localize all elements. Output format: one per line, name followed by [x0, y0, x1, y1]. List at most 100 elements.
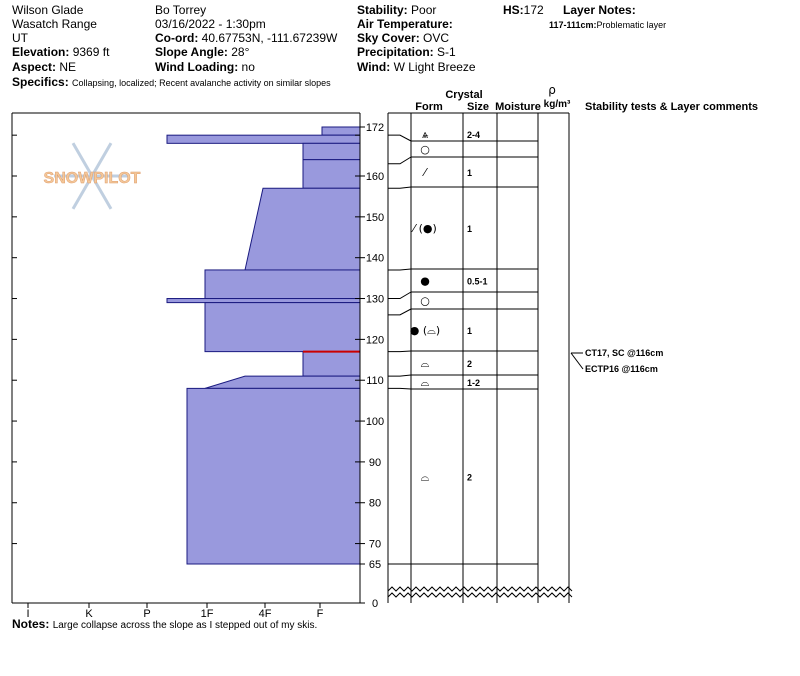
crystal-form: ⌓	[421, 471, 430, 484]
sky-value: OVC	[423, 31, 450, 45]
layer-table: ⩓̶ 2-4 ○ ⁄ 1 ⁄ (●) 1 ● 0.5-1 ○ ● (⌓) 1 ⌓ 2 ⌓ 1-2 ⌓ 2	[387, 112, 573, 603]
layer-note-range: 117-111cm:	[549, 20, 597, 30]
chart-frame	[11, 112, 361, 604]
crystal-size: 1-2	[467, 378, 480, 388]
notes-label: Notes:	[12, 617, 50, 631]
x-tick-label: 4F	[259, 608, 272, 620]
crystal-form: ○	[420, 295, 430, 308]
x-tick-label: P	[143, 608, 150, 620]
layer-connector	[388, 308, 412, 316]
observation-datetime: 03/16/2022 - 1:30pm	[155, 17, 266, 31]
test-pointer	[570, 352, 584, 370]
precipitation: Precipitation: S-1	[357, 45, 456, 59]
stability-test-label: CT17, SC @116cm	[585, 348, 663, 358]
hardness-layer-3	[302, 142, 361, 161]
hardness-layer-10	[204, 375, 361, 389]
hardness-layer-5	[244, 187, 361, 271]
depth-tick-label: 70	[369, 539, 381, 551]
aspect-label: Aspect:	[12, 60, 57, 74]
wind-loading-label: Wind Loading:	[155, 60, 239, 74]
crystal-size: 2	[467, 473, 472, 483]
air-temperature: Air Temperature:	[357, 17, 453, 31]
hardness-layer-7	[166, 298, 361, 304]
sky-label: Sky Cover:	[357, 31, 420, 45]
depth-tick-label: 0	[372, 598, 378, 610]
depth-tick-label: 80	[369, 498, 381, 510]
logo-text: SNOWPILOT	[44, 170, 141, 187]
crystal-form: ⁄ (●)	[410, 222, 437, 235]
header-form: Form	[415, 101, 443, 113]
depth-tick-label: 130	[366, 294, 384, 306]
wind-value: W Light Breeze	[393, 60, 476, 74]
slope-angle: Slope Angle: 28°	[155, 45, 249, 59]
snowflake-arm	[71, 142, 94, 177]
crystal-form: ⁄	[421, 166, 428, 179]
depth-axis: 172 160 150 140 130 120 110 100 90 80 70 65 0	[360, 113, 389, 610]
hardness-layer-8	[204, 302, 361, 353]
elevation-label: Elevation:	[12, 45, 70, 59]
hardness-layer-9	[302, 351, 361, 377]
hs-label: HS:	[503, 3, 524, 17]
coord-label: Co-ord:	[155, 31, 199, 45]
snowflake-arm	[71, 175, 94, 210]
x-tick-label: K	[85, 608, 93, 620]
table-break-line	[387, 586, 573, 592]
stability-test-label: ECTP16 @116cm	[585, 364, 658, 374]
header-rho: ρ	[548, 83, 556, 97]
observer-name: Bo Torrey	[155, 3, 207, 17]
depth-tick-label: 150	[366, 212, 384, 224]
layer-notes-title: Layer Notes:	[563, 3, 636, 17]
location-name: Wilson Glade	[12, 3, 84, 17]
header-crystal: Crystal	[445, 89, 482, 101]
layer-notes-label: Layer Notes:	[563, 3, 636, 17]
coordinates: Co-ord: 40.67753N, -111.67239W	[155, 31, 337, 45]
hardness-layer-1	[321, 126, 361, 136]
wind: Wind: W Light Breeze	[357, 60, 476, 74]
specifics: Specifics: Collapsing, localized; Recent…	[12, 75, 331, 90]
crystal-size: 2-4	[467, 130, 480, 140]
depth-tick-label: 65	[369, 559, 381, 571]
depth-tick-label: 100	[366, 416, 384, 428]
depth-tick-label: 160	[366, 171, 384, 183]
stability: Stability: Poor	[357, 3, 436, 17]
air-temp-label: Air Temperature:	[357, 17, 453, 31]
slope-label: Slope Angle:	[155, 45, 228, 59]
layer-connector	[388, 156, 412, 165]
snowflake-arm	[90, 142, 113, 177]
depth-tick-label: 110	[366, 375, 384, 387]
sky-cover: Sky Cover: OVC	[357, 31, 449, 45]
state-name: UT	[12, 31, 28, 45]
x-tick-label: I	[26, 608, 29, 620]
precip-label: Precipitation:	[357, 45, 434, 59]
layer-connector	[388, 374, 412, 377]
layer-note-text: Problematic layer	[596, 20, 667, 30]
coord-value: 40.67753N, -111.67239W	[201, 31, 338, 45]
layer-connector	[388, 186, 412, 189]
aspect-value: NE	[59, 60, 77, 74]
layer-connector	[388, 291, 412, 300]
header-size: Size	[467, 101, 489, 113]
header-density-unit: kg/m³	[544, 99, 571, 110]
hardness-axis: I K P 1F 4F F	[26, 603, 324, 620]
crystal-form: ⩓̶	[422, 128, 429, 141]
crystal-size: 1	[467, 224, 472, 234]
crystal-form: ● (⌓)	[410, 324, 440, 337]
crystal-size: 1	[467, 168, 472, 178]
crystal-form: ⌓	[421, 376, 430, 389]
hardness-layer-2	[166, 134, 361, 144]
notes-text: Large collapse across the slope as I ste…	[52, 620, 318, 631]
depth-tick-label: 140	[366, 253, 384, 265]
snowpilot-logo: SNOWPILOT	[43, 142, 141, 210]
snow-height: HS:172	[503, 3, 544, 17]
range-name: Wasatch Range	[12, 17, 97, 31]
hardness-layer-6	[204, 269, 361, 300]
x-tick-label: 1F	[201, 608, 214, 620]
depth-tick-label: 120	[366, 334, 384, 346]
layer-connector	[388, 387, 412, 390]
layer-connector	[388, 268, 412, 271]
table-break-line-2	[387, 592, 573, 598]
x-tick-label: F	[317, 608, 324, 620]
stability-value: Poor	[411, 3, 437, 17]
crystal-size: 2	[467, 359, 472, 369]
